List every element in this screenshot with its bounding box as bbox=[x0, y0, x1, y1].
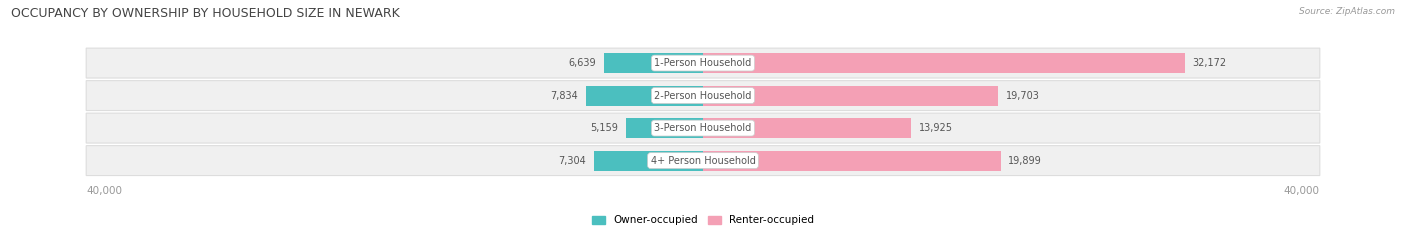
FancyBboxPatch shape bbox=[86, 146, 1320, 175]
Text: Source: ZipAtlas.com: Source: ZipAtlas.com bbox=[1299, 7, 1395, 16]
Bar bbox=[626, 118, 703, 138]
Bar bbox=[703, 118, 911, 138]
Text: OCCUPANCY BY OWNERSHIP BY HOUSEHOLD SIZE IN NEWARK: OCCUPANCY BY OWNERSHIP BY HOUSEHOLD SIZE… bbox=[11, 7, 399, 20]
Text: 5,159: 5,159 bbox=[591, 123, 619, 133]
Bar bbox=[703, 53, 1185, 73]
FancyBboxPatch shape bbox=[86, 48, 1320, 78]
Text: 2-Person Household: 2-Person Household bbox=[654, 91, 752, 101]
Text: 13,925: 13,925 bbox=[920, 123, 953, 133]
Bar bbox=[603, 53, 703, 73]
Bar bbox=[586, 86, 703, 106]
FancyBboxPatch shape bbox=[86, 113, 1320, 143]
Text: 19,899: 19,899 bbox=[1008, 156, 1042, 166]
Text: 19,703: 19,703 bbox=[1005, 91, 1039, 101]
Text: 4+ Person Household: 4+ Person Household bbox=[651, 156, 755, 166]
Text: 1-Person Household: 1-Person Household bbox=[654, 58, 752, 68]
Text: 3-Person Household: 3-Person Household bbox=[654, 123, 752, 133]
Bar bbox=[593, 151, 703, 171]
Bar bbox=[703, 86, 998, 106]
Text: 7,834: 7,834 bbox=[551, 91, 578, 101]
Legend: Owner-occupied, Renter-occupied: Owner-occupied, Renter-occupied bbox=[592, 216, 814, 226]
Bar bbox=[703, 151, 1001, 171]
FancyBboxPatch shape bbox=[86, 81, 1320, 110]
Text: 32,172: 32,172 bbox=[1192, 58, 1226, 68]
Text: 6,639: 6,639 bbox=[568, 58, 596, 68]
Text: 7,304: 7,304 bbox=[558, 156, 586, 166]
